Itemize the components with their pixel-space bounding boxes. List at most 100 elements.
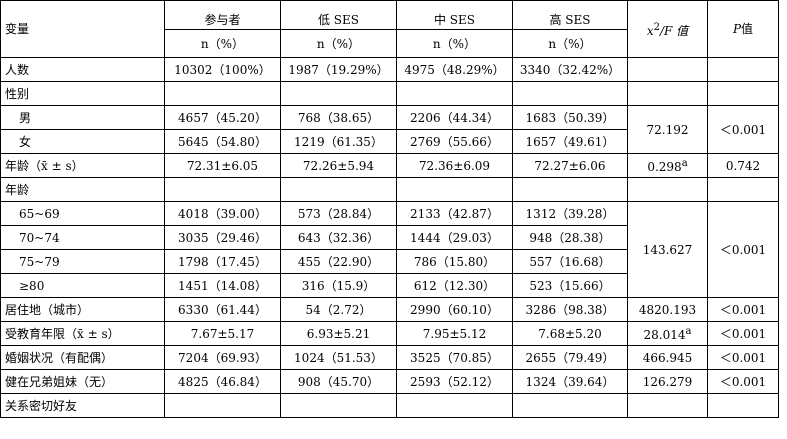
table-row-male: 男 4657（45.20） 768（38.65） 2206（44.34） 168… (0, 105, 779, 154)
table-row-gender-title: 性别 (0, 81, 779, 106)
row-label: 65~69 (0, 201, 165, 226)
ses-characteristics-table: 变量 参与者 低 SES 中 SES 高 SES x2/F 值 P值 n（%） … (0, 0, 779, 418)
header-chi-sup: 2 (653, 21, 660, 33)
cell-mid-ses: 2133（42.87） (396, 201, 513, 226)
cell-participants: 3035（29.46） (164, 225, 281, 250)
cell-high-ses: 1324（39.64） (512, 369, 628, 394)
cell-statistic: 466.945 (627, 345, 708, 370)
cell-participants: 7204（69.93） (164, 345, 281, 370)
row-label: 人数 (0, 57, 165, 82)
cell-high-ses: 948（28.38） (512, 225, 628, 250)
header-unit-low: n（%） (280, 29, 397, 58)
empty-cell (627, 81, 708, 106)
cell-statistic: 143.627 (627, 201, 708, 298)
empty-cell (707, 393, 779, 418)
cell-statistic: 126.279 (627, 369, 708, 394)
cell-low-ses: 455（22.90） (280, 249, 397, 274)
empty-cell (396, 177, 513, 202)
cell-participants: 5645（54.80） (164, 129, 281, 154)
header-unit-mid: n（%） (396, 29, 513, 58)
cell-participants: 72.31±6.05 (164, 153, 281, 178)
cell-p-value: ＜0.001 (707, 321, 779, 346)
stat-value: 0.298 (647, 160, 682, 174)
cell-low-ses: 72.26±5.94 (280, 153, 397, 178)
header-p-letter: P (732, 22, 742, 36)
row-label: 年龄（x̄ ± s） (0, 153, 165, 178)
cell-high-ses: 3340（32.42%） (512, 57, 628, 82)
cell-mid-ses: 2593（52.12） (396, 369, 513, 394)
header-high-ses: 高 SES (512, 0, 628, 30)
cell-low-ses: 573（28.84） (280, 201, 397, 226)
cell-mid-ses: 72.36±6.09 (396, 153, 513, 178)
header-statistic: x2/F 值 (627, 0, 708, 58)
cell-participants: 10302（100%） (164, 57, 281, 82)
header-p-value: P值 (707, 0, 779, 58)
cell-mid-ses: 2206（44.34） (396, 105, 513, 130)
cell-low-ses: 6.93±5.21 (280, 321, 397, 346)
header-variable: 变量 (0, 0, 165, 58)
cell-high-ses: 1312（39.28） (512, 201, 628, 226)
cell-high-ses: 3286（98.38） (512, 297, 628, 322)
cell-low-ses: 54（2.72） (280, 297, 397, 322)
cell-high-ses: 557（16.68） (512, 249, 628, 274)
header-participants: 参与者 (164, 0, 281, 30)
table-row-marital: 婚姻状况（有配偶） 7204（69.93） 1024（51.53） 3525（7… (0, 345, 779, 370)
cell-p-value: ＜0.001 (707, 105, 779, 154)
header-unit-high: n（%） (512, 29, 628, 58)
cell-mid-ses: 4975（48.29%） (396, 57, 513, 82)
cell-mid-ses: 7.95±5.12 (396, 321, 513, 346)
cell-participants: 1451（14.08） (164, 273, 281, 298)
cell-statistic: 72.192 (627, 105, 708, 154)
cell-p-value: 0.742 (707, 153, 779, 178)
empty-cell (396, 81, 513, 106)
table-row-friends-title: 关系密切好友 (0, 393, 779, 418)
row-label: 关系密切好友 (0, 393, 165, 418)
stat-footnote: a (681, 158, 688, 169)
row-label: 性别 (0, 81, 165, 106)
cell-low-ses: 1219（61.35） (280, 129, 397, 154)
row-label: 年龄 (0, 177, 165, 202)
cell-low-ses: 643（32.36） (280, 225, 397, 250)
cell-participants: 4657（45.20） (164, 105, 281, 130)
empty-cell (707, 177, 779, 202)
empty-cell (164, 393, 281, 418)
empty-cell (512, 81, 628, 106)
cell-high-ses: 2655（79.49） (512, 345, 628, 370)
cell-low-ses: 768（38.65） (280, 105, 397, 130)
header-row-1: 变量 参与者 低 SES 中 SES 高 SES x2/F 值 P值 (0, 0, 779, 58)
cell-mid-ses: 1444（29.03） (396, 225, 513, 250)
empty-cell (627, 393, 708, 418)
table-row-total: 人数 10302（100%） 1987（19.29%） 4975（48.29%）… (0, 57, 779, 82)
table-row-age-80-plus: ≥80 1451（14.08） 316（15.9） 612（12.30） 523… (0, 273, 779, 298)
cell-participants: 4018（39.00） (164, 201, 281, 226)
row-label: 男 (0, 105, 165, 130)
cell-statistic: 4820.193 (627, 297, 708, 322)
row-label: 居住地（城市） (0, 297, 165, 322)
row-label: ≥80 (0, 273, 165, 298)
empty-cell (164, 177, 281, 202)
stat-value: 28.014 (643, 328, 686, 342)
header-chi-x: x (646, 23, 654, 38)
cell-p-value (707, 57, 779, 82)
empty-cell (280, 81, 397, 106)
header-low-ses: 低 SES (280, 0, 397, 30)
cell-participants: 6330（61.44） (164, 297, 281, 322)
table-row-education: 受教育年限（x̄ ± s） 7.67±5.17 6.93±5.21 7.95±5… (0, 321, 779, 346)
cell-p-value: ＜0.001 (707, 369, 779, 394)
table-row-female: 女 5645（54.80） 1219（61.35） 2769（55.66） 16… (0, 129, 779, 154)
empty-cell (164, 81, 281, 106)
empty-cell (627, 177, 708, 202)
cell-low-ses: 908（45.70） (280, 369, 397, 394)
cell-participants: 4825（46.84） (164, 369, 281, 394)
empty-cell (280, 177, 397, 202)
row-label: 婚姻状况（有配偶） (0, 345, 165, 370)
empty-cell (512, 393, 628, 418)
header-mid-ses: 中 SES (396, 0, 513, 30)
table-row-age-mean: 年龄（x̄ ± s） 72.31±6.05 72.26±5.94 72.36±6… (0, 153, 779, 178)
cell-statistic: 0.298a (627, 153, 708, 178)
table-row-age-65-69: 65~69 4018（39.00） 573（28.84） 2133（42.87）… (0, 201, 779, 298)
table-row-siblings: 健在兄弟姐妹（无） 4825（46.84） 908（45.70） 2593（52… (0, 369, 779, 394)
row-label: 70~74 (0, 225, 165, 250)
empty-cell (512, 177, 628, 202)
cell-high-ses: 7.68±5.20 (512, 321, 628, 346)
